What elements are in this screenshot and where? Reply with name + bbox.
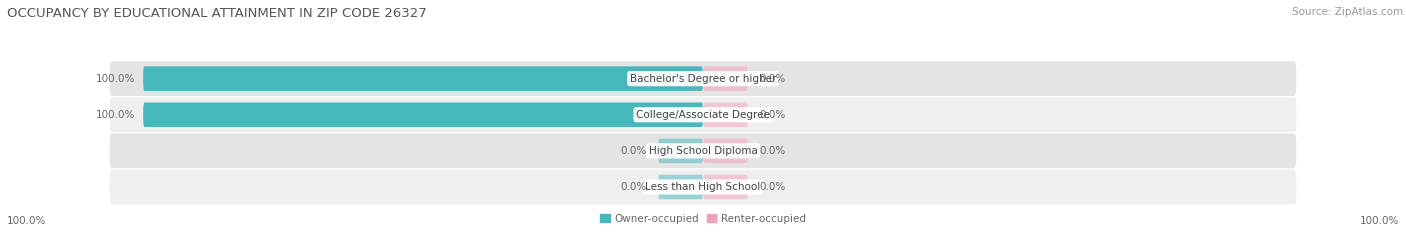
FancyBboxPatch shape <box>143 103 703 127</box>
Text: 100.0%: 100.0% <box>7 216 46 226</box>
FancyBboxPatch shape <box>110 134 1296 168</box>
Text: 0.0%: 0.0% <box>621 182 647 192</box>
Text: Less than High School: Less than High School <box>645 182 761 192</box>
FancyBboxPatch shape <box>110 61 1296 96</box>
Text: 0.0%: 0.0% <box>759 146 785 156</box>
FancyBboxPatch shape <box>658 175 703 199</box>
Text: 0.0%: 0.0% <box>759 110 785 120</box>
FancyBboxPatch shape <box>110 97 1296 132</box>
Text: Bachelor's Degree or higher: Bachelor's Degree or higher <box>630 74 776 84</box>
Text: 100.0%: 100.0% <box>96 74 135 84</box>
FancyBboxPatch shape <box>658 139 703 163</box>
Text: 0.0%: 0.0% <box>759 182 785 192</box>
Text: Source: ZipAtlas.com: Source: ZipAtlas.com <box>1292 7 1403 17</box>
FancyBboxPatch shape <box>703 175 748 199</box>
Legend: Owner-occupied, Renter-occupied: Owner-occupied, Renter-occupied <box>596 209 810 228</box>
FancyBboxPatch shape <box>143 66 703 91</box>
FancyBboxPatch shape <box>110 170 1296 204</box>
FancyBboxPatch shape <box>703 139 748 163</box>
Text: 100.0%: 100.0% <box>96 110 135 120</box>
FancyBboxPatch shape <box>703 66 748 91</box>
Text: College/Associate Degree: College/Associate Degree <box>636 110 770 120</box>
Text: OCCUPANCY BY EDUCATIONAL ATTAINMENT IN ZIP CODE 26327: OCCUPANCY BY EDUCATIONAL ATTAINMENT IN Z… <box>7 7 427 20</box>
Text: 0.0%: 0.0% <box>759 74 785 84</box>
FancyBboxPatch shape <box>703 103 748 127</box>
Text: 100.0%: 100.0% <box>1360 216 1399 226</box>
Text: 0.0%: 0.0% <box>621 146 647 156</box>
Text: High School Diploma: High School Diploma <box>648 146 758 156</box>
